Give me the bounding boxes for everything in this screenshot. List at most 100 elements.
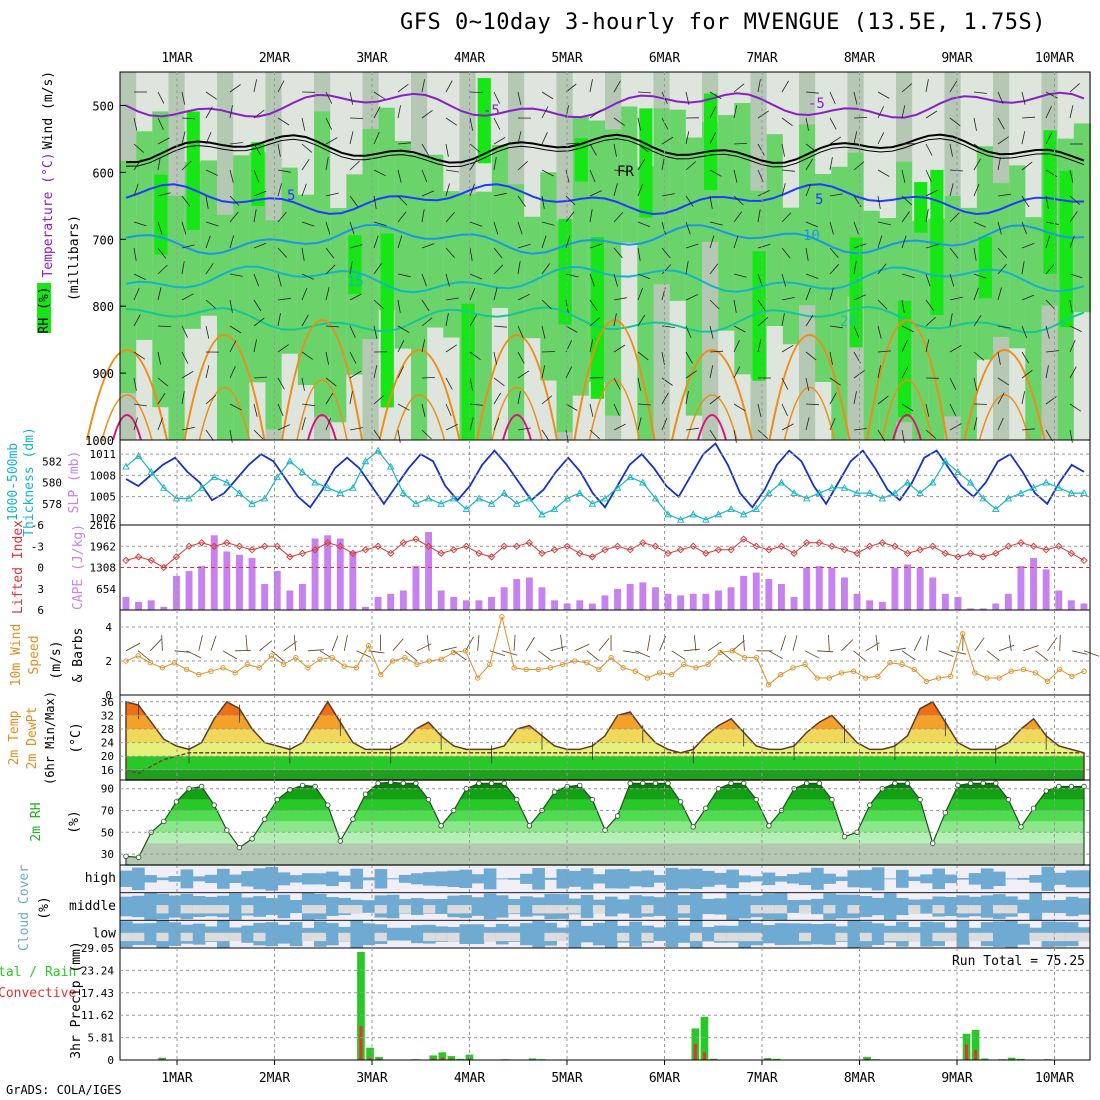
wind-barb [1021, 221, 1027, 235]
cape-bar [374, 597, 382, 610]
wind-barb [325, 325, 340, 328]
cape-bar [173, 575, 180, 610]
surface-wind-barb [331, 635, 339, 651]
wind-barb [757, 299, 766, 311]
wind-barb [685, 261, 689, 275]
wind-barb [469, 417, 474, 431]
wind-barb [949, 143, 953, 157]
rh-saturated-band [477, 78, 491, 164]
slp-tick-label: 1008 [90, 469, 117, 482]
wind-barb [709, 365, 714, 379]
wind-barb [637, 143, 649, 153]
wind-barb [277, 183, 282, 197]
rh-axis-label: RH (%) [37, 287, 52, 334]
wind-barb [517, 370, 530, 379]
wind-barb [517, 243, 531, 249]
wind-barb [325, 117, 333, 130]
wind-barb [781, 80, 789, 93]
wind-barb [565, 429, 569, 443]
wind-barb [493, 247, 503, 259]
wind-barb [301, 247, 305, 261]
rh-moist-band [394, 140, 412, 349]
rh-point [627, 780, 633, 786]
wind-barb [829, 247, 839, 259]
wind-barb [661, 221, 666, 235]
rh-moist-band [168, 195, 186, 440]
cloud-cover-cell [689, 868, 703, 889]
precip-convective-bar [965, 1044, 969, 1060]
wind-barb [709, 221, 723, 226]
rh-point [211, 802, 217, 808]
precip-total-bar [763, 1058, 772, 1060]
wind-barb [469, 287, 476, 301]
precip-convective-bar [440, 1057, 444, 1060]
cloud-gap-cell [374, 932, 388, 942]
wind-barb [205, 131, 212, 145]
wind-barb [253, 317, 265, 327]
cape-tick-label: 654 [96, 583, 116, 596]
rh-point [980, 780, 986, 786]
rh-point [350, 816, 356, 822]
cape-bar [979, 608, 987, 610]
wind-barb [805, 117, 809, 131]
surface-wind-barb [392, 638, 404, 652]
wind-barb [757, 403, 762, 417]
rh-moist-band [540, 172, 558, 381]
rh-saturated-band [461, 303, 475, 440]
thickness-point [260, 494, 269, 502]
surface-wind-barb [538, 650, 552, 661]
surface-wind-barb [742, 634, 745, 651]
thickness-point [374, 446, 382, 454]
cloud-gap-cell [968, 905, 982, 914]
wind-barb [373, 395, 385, 405]
cloud-gap-cell [556, 932, 570, 942]
date-label-bottom: 10MAR [1035, 1071, 1074, 1086]
cape-bar [122, 597, 130, 610]
rh-moist-band [330, 208, 348, 423]
rh-point [652, 780, 659, 786]
wind-barb [925, 244, 939, 249]
wind-barb [1045, 263, 1055, 275]
wind-barb [685, 91, 690, 105]
wind-barb [301, 273, 314, 280]
temp-color-band [126, 742, 1084, 757]
wind-barb [1045, 235, 1051, 249]
cloud-cover-cell [883, 893, 897, 920]
cape-bar [828, 567, 836, 610]
cloud-gap-cell [180, 932, 194, 942]
cloud-cover-cell [386, 878, 400, 880]
cloud-cover-cell [653, 875, 667, 883]
thickness-point [134, 451, 143, 459]
wind-barb [613, 377, 621, 390]
wind-barb [397, 142, 411, 145]
precip-tick-label: 11.62 [81, 1009, 114, 1022]
rh-moist-band [233, 155, 251, 440]
rh-point [816, 780, 822, 786]
temp-contour-30 [491, 387, 543, 441]
wind-barb [829, 91, 836, 105]
cloud-cover-cell [835, 894, 848, 919]
cloud-cover-cell [495, 895, 509, 918]
cape-bar [866, 600, 874, 610]
wind-barb [733, 235, 739, 249]
wind-barb [469, 183, 475, 197]
cloud-cover-cell [326, 897, 339, 916]
cape-bar [299, 584, 306, 610]
wind-barb [445, 424, 458, 431]
wind-barb [205, 395, 216, 405]
temp-tick-label: 32 [101, 709, 114, 722]
rh-point [1043, 788, 1049, 794]
wind-barb [397, 83, 409, 93]
surface-wind-barb [283, 641, 297, 652]
temp-contour-25 [476, 334, 558, 441]
wind-barb [565, 273, 579, 278]
wind-barb [805, 221, 819, 228]
wind-barb [733, 105, 738, 119]
cloud-cover-cell [241, 871, 254, 887]
precip-total-bar [447, 1056, 456, 1060]
wind-barb [445, 297, 459, 301]
cape-bar [778, 584, 785, 610]
wind-barb [589, 110, 601, 119]
wind-tick-label: 2 [105, 655, 112, 668]
wind-barb [829, 392, 837, 405]
